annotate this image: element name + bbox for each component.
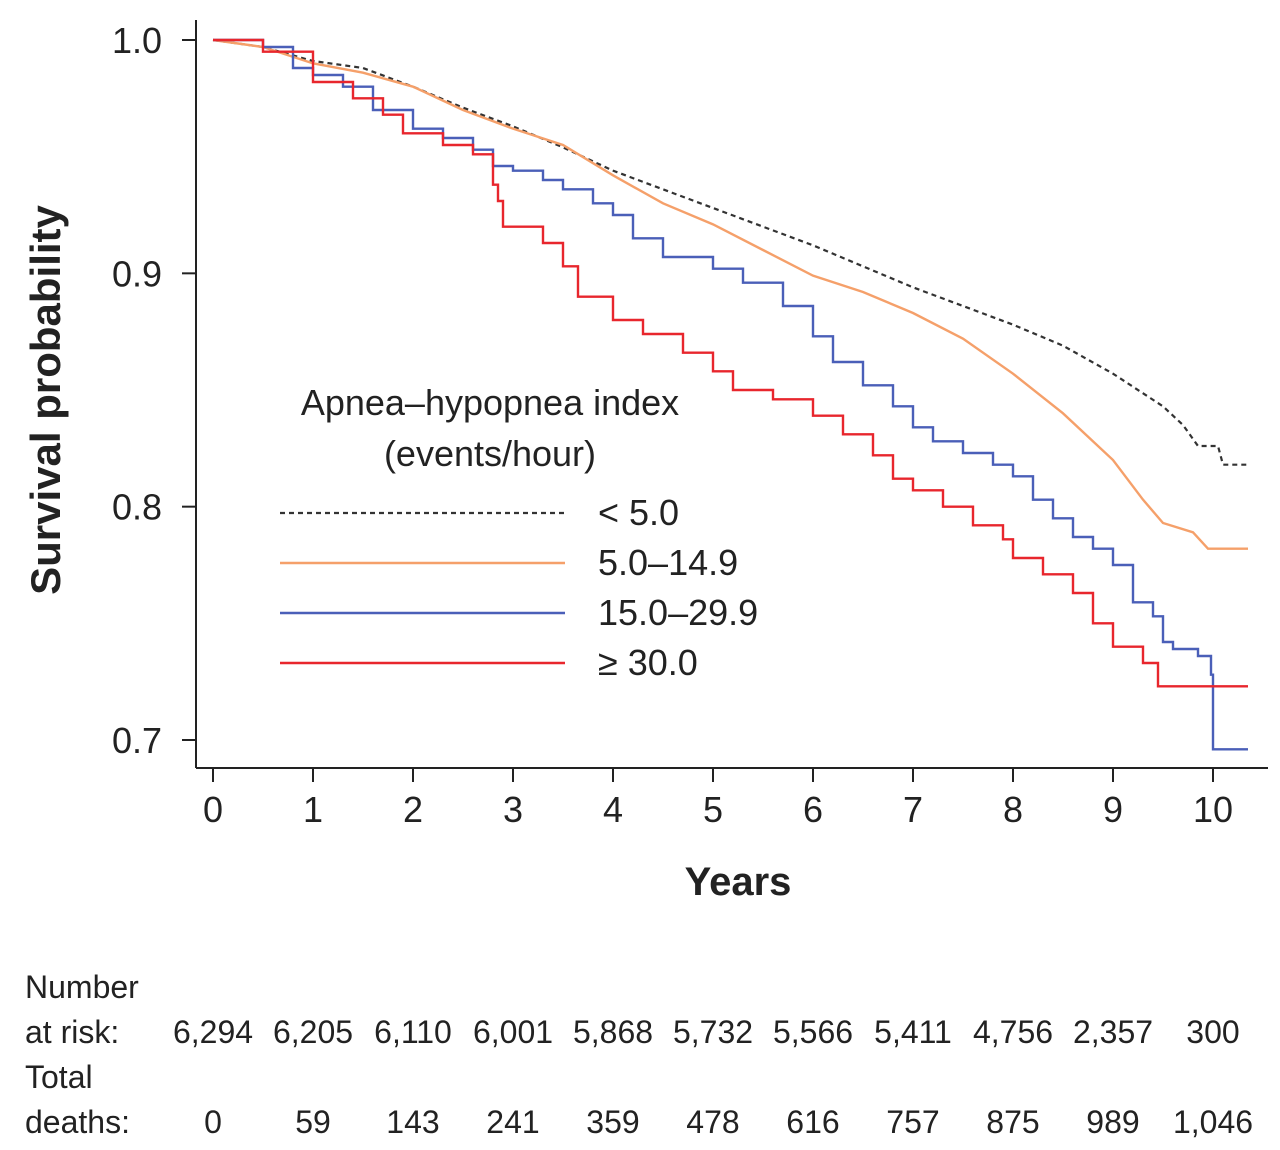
- y-tick-label: 1.0: [112, 20, 162, 61]
- legend-title-line1: Apnea–hypopnea index: [301, 382, 679, 423]
- series-line-1: [212, 38, 1248, 550]
- legend-items: < 5.0 5.0–14.9 15.0–29.9 ≥ 30.0: [280, 492, 758, 683]
- total-deaths-value: 757: [886, 1104, 939, 1140]
- legend-label-1: 5.0–14.9: [598, 542, 738, 583]
- number-at-risk-value: 5,566: [773, 1014, 853, 1050]
- total-deaths-label-line1: Total: [25, 1059, 93, 1095]
- number-at-risk-value: 300: [1186, 1014, 1239, 1050]
- legend: Apnea–hypopnea index (events/hour) < 5.0…: [280, 382, 758, 683]
- x-tick-label: 1: [303, 789, 323, 830]
- legend-label-2: 15.0–29.9: [598, 592, 758, 633]
- y-tick-label: 0.7: [112, 720, 162, 761]
- series-line-0: [212, 38, 1248, 466]
- number-at-risk-label-line1: Number: [25, 969, 139, 1005]
- number-at-risk-label-line2: at risk:: [25, 1014, 119, 1050]
- total-deaths-value: 241: [486, 1104, 539, 1140]
- total-deaths-value: 1,046: [1173, 1104, 1253, 1140]
- series-line-3: [213, 38, 1248, 688]
- x-tick-label: 5: [703, 789, 723, 830]
- number-at-risk-value: 6,294: [173, 1014, 253, 1050]
- y-axis-ticks: 0.7 0.8 0.9 1.0: [112, 20, 196, 761]
- legend-title-line2: (events/hour): [384, 433, 596, 474]
- x-tick-label: 4: [603, 789, 623, 830]
- total-deaths-value: 478: [686, 1104, 739, 1140]
- total-deaths-value: 0: [204, 1104, 222, 1140]
- x-tick-label: 7: [903, 789, 923, 830]
- y-tick-label: 0.8: [112, 487, 162, 528]
- legend-label-3: ≥ 30.0: [598, 642, 698, 683]
- y-tick-label: 0.9: [112, 253, 162, 294]
- total-deaths-value: 989: [1086, 1104, 1139, 1140]
- number-at-risk-value: 5,411: [874, 1014, 952, 1050]
- x-tick-label: 2: [403, 789, 423, 830]
- x-tick-label: 0: [203, 789, 223, 830]
- number-at-risk-value: 5,868: [573, 1014, 653, 1050]
- total-deaths-label-line2: deaths:: [25, 1104, 130, 1140]
- x-tick-label: 6: [803, 789, 823, 830]
- x-tick-label: 9: [1103, 789, 1123, 830]
- total-deaths-value: 143: [386, 1104, 439, 1140]
- x-tick-label: 10: [1193, 789, 1233, 830]
- number-at-risk-value: 6,110: [374, 1014, 452, 1050]
- y-axis-title: Survival probability: [22, 204, 69, 594]
- x-axis-title: Years: [685, 860, 792, 904]
- risk-table: Number at risk: Total deaths: 6,294 6,205…: [25, 969, 1253, 1140]
- series-layer: [212, 38, 1248, 751]
- number-at-risk-value: 4,756: [973, 1014, 1053, 1050]
- number-at-risk-value: 2,357: [1073, 1014, 1153, 1050]
- total-deaths-value: 875: [986, 1104, 1039, 1140]
- legend-label-0: < 5.0: [598, 492, 679, 533]
- total-deaths-values: 0 59 143 241 359 478 616 757 875 989 1,046: [204, 1104, 1253, 1140]
- x-tick-label: 8: [1003, 789, 1023, 830]
- number-at-risk-value: 5,732: [673, 1014, 753, 1050]
- total-deaths-value: 59: [295, 1104, 331, 1140]
- number-at-risk-values: 6,294 6,205 6,110 6,001 5,868 5,732 5,566 5,411…: [173, 1014, 1240, 1050]
- number-at-risk-value: 6,205: [273, 1014, 353, 1050]
- total-deaths-value: 616: [786, 1104, 839, 1140]
- number-at-risk-value: 6,001: [473, 1014, 553, 1050]
- total-deaths-value: 359: [586, 1104, 639, 1140]
- x-axis-ticks: 0 1 2 3 4 5 6 7 8 9 10: [203, 768, 1233, 830]
- x-tick-label: 3: [503, 789, 523, 830]
